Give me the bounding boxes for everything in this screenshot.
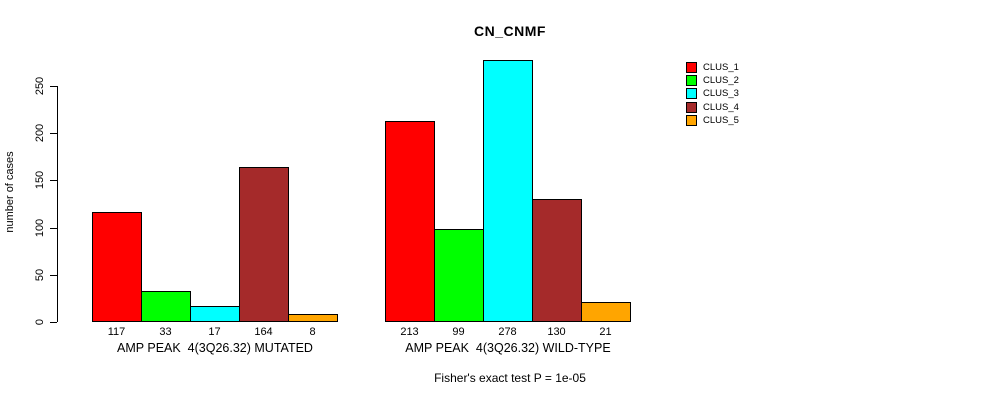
y-tick-label: 200: [34, 124, 46, 143]
y-tick-label: 50: [34, 268, 46, 281]
bar-clus_3: [483, 60, 533, 322]
y-axis-tick: [50, 133, 57, 135]
legend-label: CLUS_3: [703, 88, 739, 100]
bar-value-label: 21: [599, 326, 612, 338]
bar-value-label: 130: [547, 326, 566, 338]
bar-clus_1: [385, 121, 435, 322]
legend-label: CLUS_5: [703, 114, 739, 126]
legend-label: CLUS_1: [703, 62, 739, 74]
legend-swatch-icon: [686, 101, 697, 113]
x-group-label-mutated: AMP PEAK 4(3Q26.32) MUTATED: [117, 341, 313, 355]
bar-value-label: 213: [400, 326, 419, 338]
legend: CLUS_1 CLUS_2 CLUS_3 CLUS_4 CLUS_5: [686, 61, 739, 127]
y-axis: [57, 86, 58, 322]
legend-item-clus_5: CLUS_5: [686, 114, 739, 127]
bar-value-label: 99: [452, 326, 465, 338]
y-axis-tick: [50, 180, 57, 182]
bar-value-label: 8: [309, 326, 316, 338]
y-axis-tick: [50, 227, 57, 229]
legend-swatch-icon: [686, 62, 697, 74]
fisher-test-footnote: Fisher's exact test P = 1e-05: [434, 371, 586, 385]
legend-item-clus_3: CLUS_3: [686, 87, 739, 100]
bar-clus_4: [239, 167, 289, 322]
bar-clus_5: [288, 314, 338, 322]
bar-value-label: 17: [208, 326, 221, 338]
bar-value-label: 278: [498, 326, 517, 338]
bar-clus_1: [92, 212, 142, 322]
y-tick-label: 150: [34, 171, 46, 190]
bar-clus_5: [581, 302, 631, 322]
y-axis-tick: [50, 86, 57, 87]
x-group-label-wild-type: AMP PEAK 4(3Q26.32) WILD-TYPE: [405, 341, 611, 355]
bar-value-label: 33: [159, 326, 172, 338]
y-tick-label: 250: [34, 76, 46, 96]
legend-swatch-icon: [686, 75, 697, 87]
bar-clus_3: [190, 306, 240, 322]
bar-clus_2: [434, 229, 484, 322]
legend-swatch-icon: [686, 88, 697, 100]
bar-clus_2: [141, 291, 191, 322]
chart-title: CN_CNMF: [474, 23, 546, 39]
bar-value-label: 117: [107, 326, 126, 338]
y-axis-label: number of cases: [4, 151, 16, 233]
legend-item-clus_2: CLUS_2: [686, 74, 739, 87]
legend-swatch-icon: [686, 114, 697, 126]
bar-clus_4: [532, 199, 582, 322]
y-tick-label: 100: [34, 218, 46, 237]
legend-item-clus_4: CLUS_4: [686, 101, 739, 114]
y-axis-tick: [50, 322, 57, 323]
y-tick-label: 0: [34, 318, 46, 326]
bar-value-label: 164: [254, 326, 273, 338]
legend-label: CLUS_2: [703, 75, 739, 87]
y-axis-tick: [50, 274, 57, 276]
legend-label: CLUS_4: [703, 101, 739, 113]
legend-item-clus_1: CLUS_1: [686, 61, 739, 74]
